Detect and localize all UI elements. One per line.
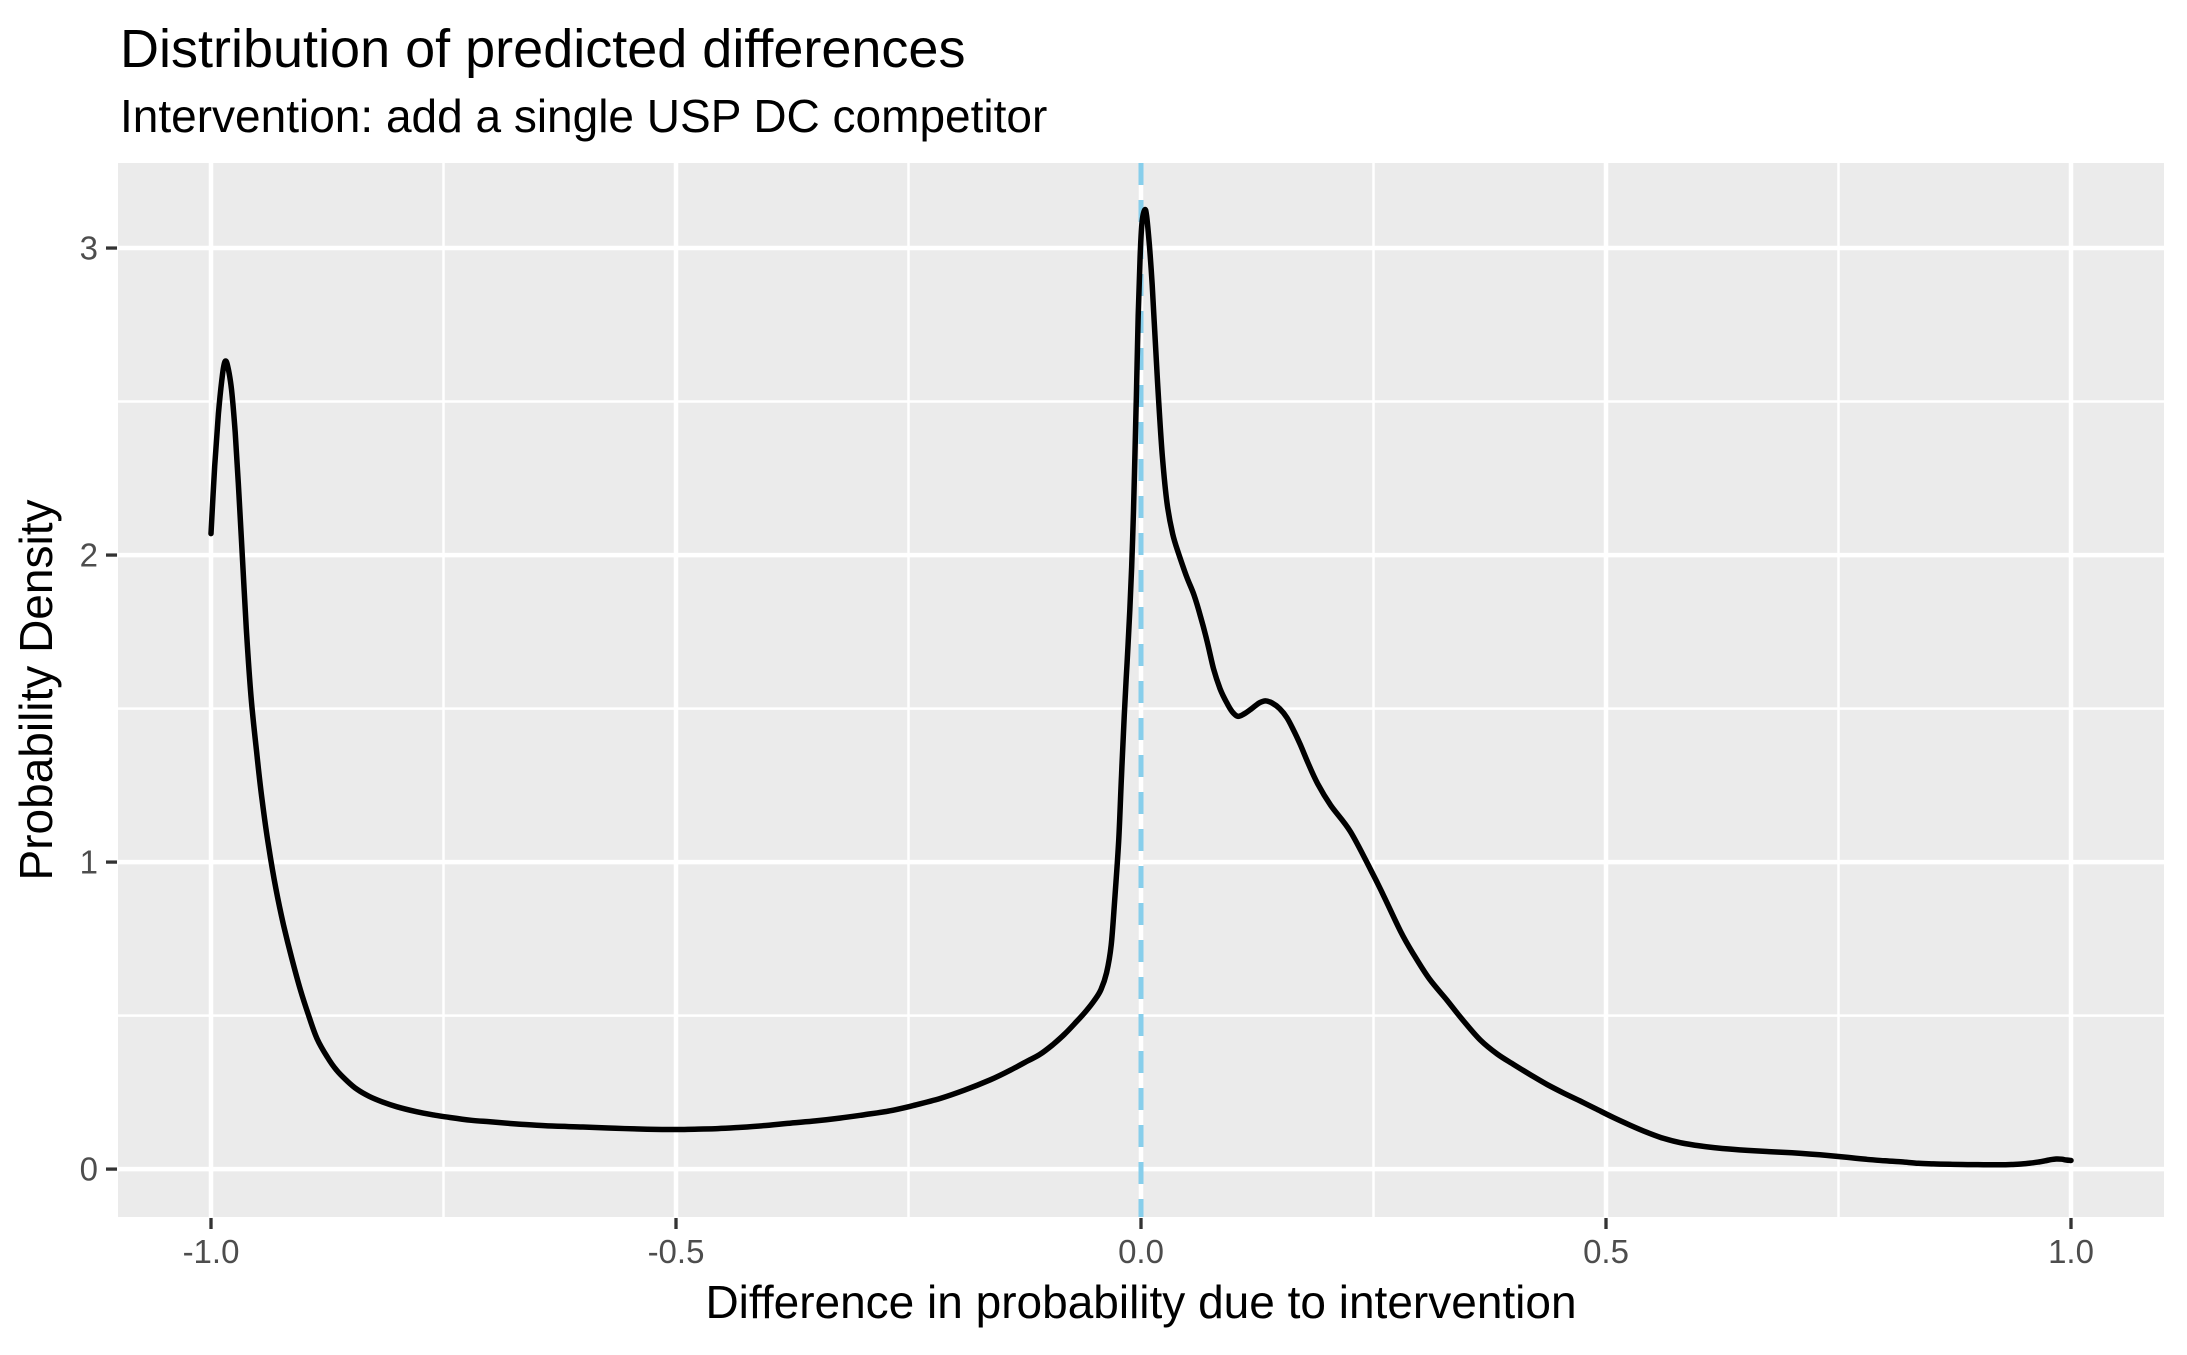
y-tick-label: 0 bbox=[80, 1151, 98, 1188]
y-tick-label: 2 bbox=[80, 537, 98, 574]
y-tick-label: 1 bbox=[80, 844, 98, 881]
x-tick-label: 1.0 bbox=[2048, 1233, 2094, 1270]
y-tick-label: 3 bbox=[80, 230, 98, 267]
x-tick-label: 0.0 bbox=[1118, 1233, 1164, 1270]
density-curve bbox=[208, 206, 2074, 1168]
plot-subtitle: Intervention: add a single USP DC compet… bbox=[120, 90, 1047, 142]
x-axis-title: Difference in probability due to interve… bbox=[705, 1276, 1576, 1328]
chart-layer: -1.0 -0.5 0.0 0.5 1.0 0 1 2 3 bbox=[80, 163, 2164, 1270]
plot-title: Distribution of predicted differences bbox=[120, 19, 965, 79]
x-tick-label: -0.5 bbox=[648, 1233, 705, 1270]
x-tick-label: 0.5 bbox=[1583, 1233, 1629, 1270]
x-tick-label: -1.0 bbox=[183, 1233, 240, 1270]
y-axis-title: Probability Density bbox=[10, 500, 62, 881]
